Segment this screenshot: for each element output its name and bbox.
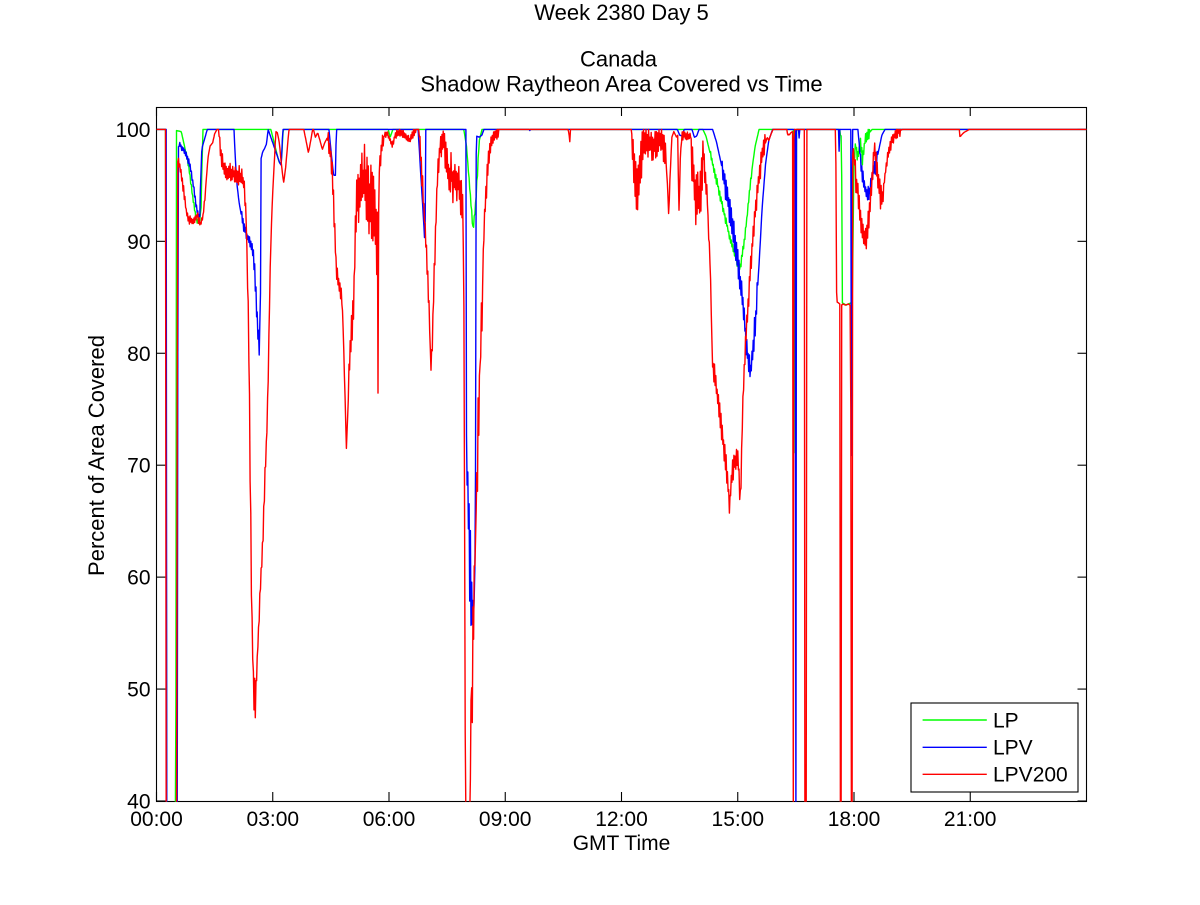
svg-text:LP: LP: [993, 709, 1019, 732]
svg-text:50: 50: [127, 679, 150, 702]
svg-text:70: 70: [127, 455, 150, 478]
svg-text:100: 100: [115, 119, 150, 142]
svg-text:Canada: Canada: [580, 46, 658, 71]
svg-text:GMT Time: GMT Time: [573, 832, 671, 855]
svg-text:60: 60: [127, 567, 150, 590]
svg-text:03:00: 03:00: [247, 808, 300, 831]
svg-text:21:00: 21:00: [944, 808, 997, 831]
svg-text:Week 2380 Day 5: Week 2380 Day 5: [534, 0, 708, 25]
svg-text:LPV200: LPV200: [993, 764, 1068, 787]
svg-text:15:00: 15:00: [712, 808, 765, 831]
svg-text:40: 40: [127, 791, 150, 814]
svg-text:Percent of Area Covered: Percent of Area Covered: [84, 335, 109, 576]
svg-text:LPV: LPV: [993, 737, 1033, 760]
svg-text:00:00: 00:00: [130, 808, 183, 831]
svg-text:80: 80: [127, 343, 150, 366]
svg-text:12:00: 12:00: [595, 808, 648, 831]
svg-text:09:00: 09:00: [479, 808, 532, 831]
svg-text:06:00: 06:00: [363, 808, 416, 831]
svg-text:18:00: 18:00: [828, 808, 881, 831]
svg-text:90: 90: [127, 231, 150, 254]
svg-text:Shadow Raytheon Area Covered v: Shadow Raytheon Area Covered vs Time: [420, 72, 822, 97]
